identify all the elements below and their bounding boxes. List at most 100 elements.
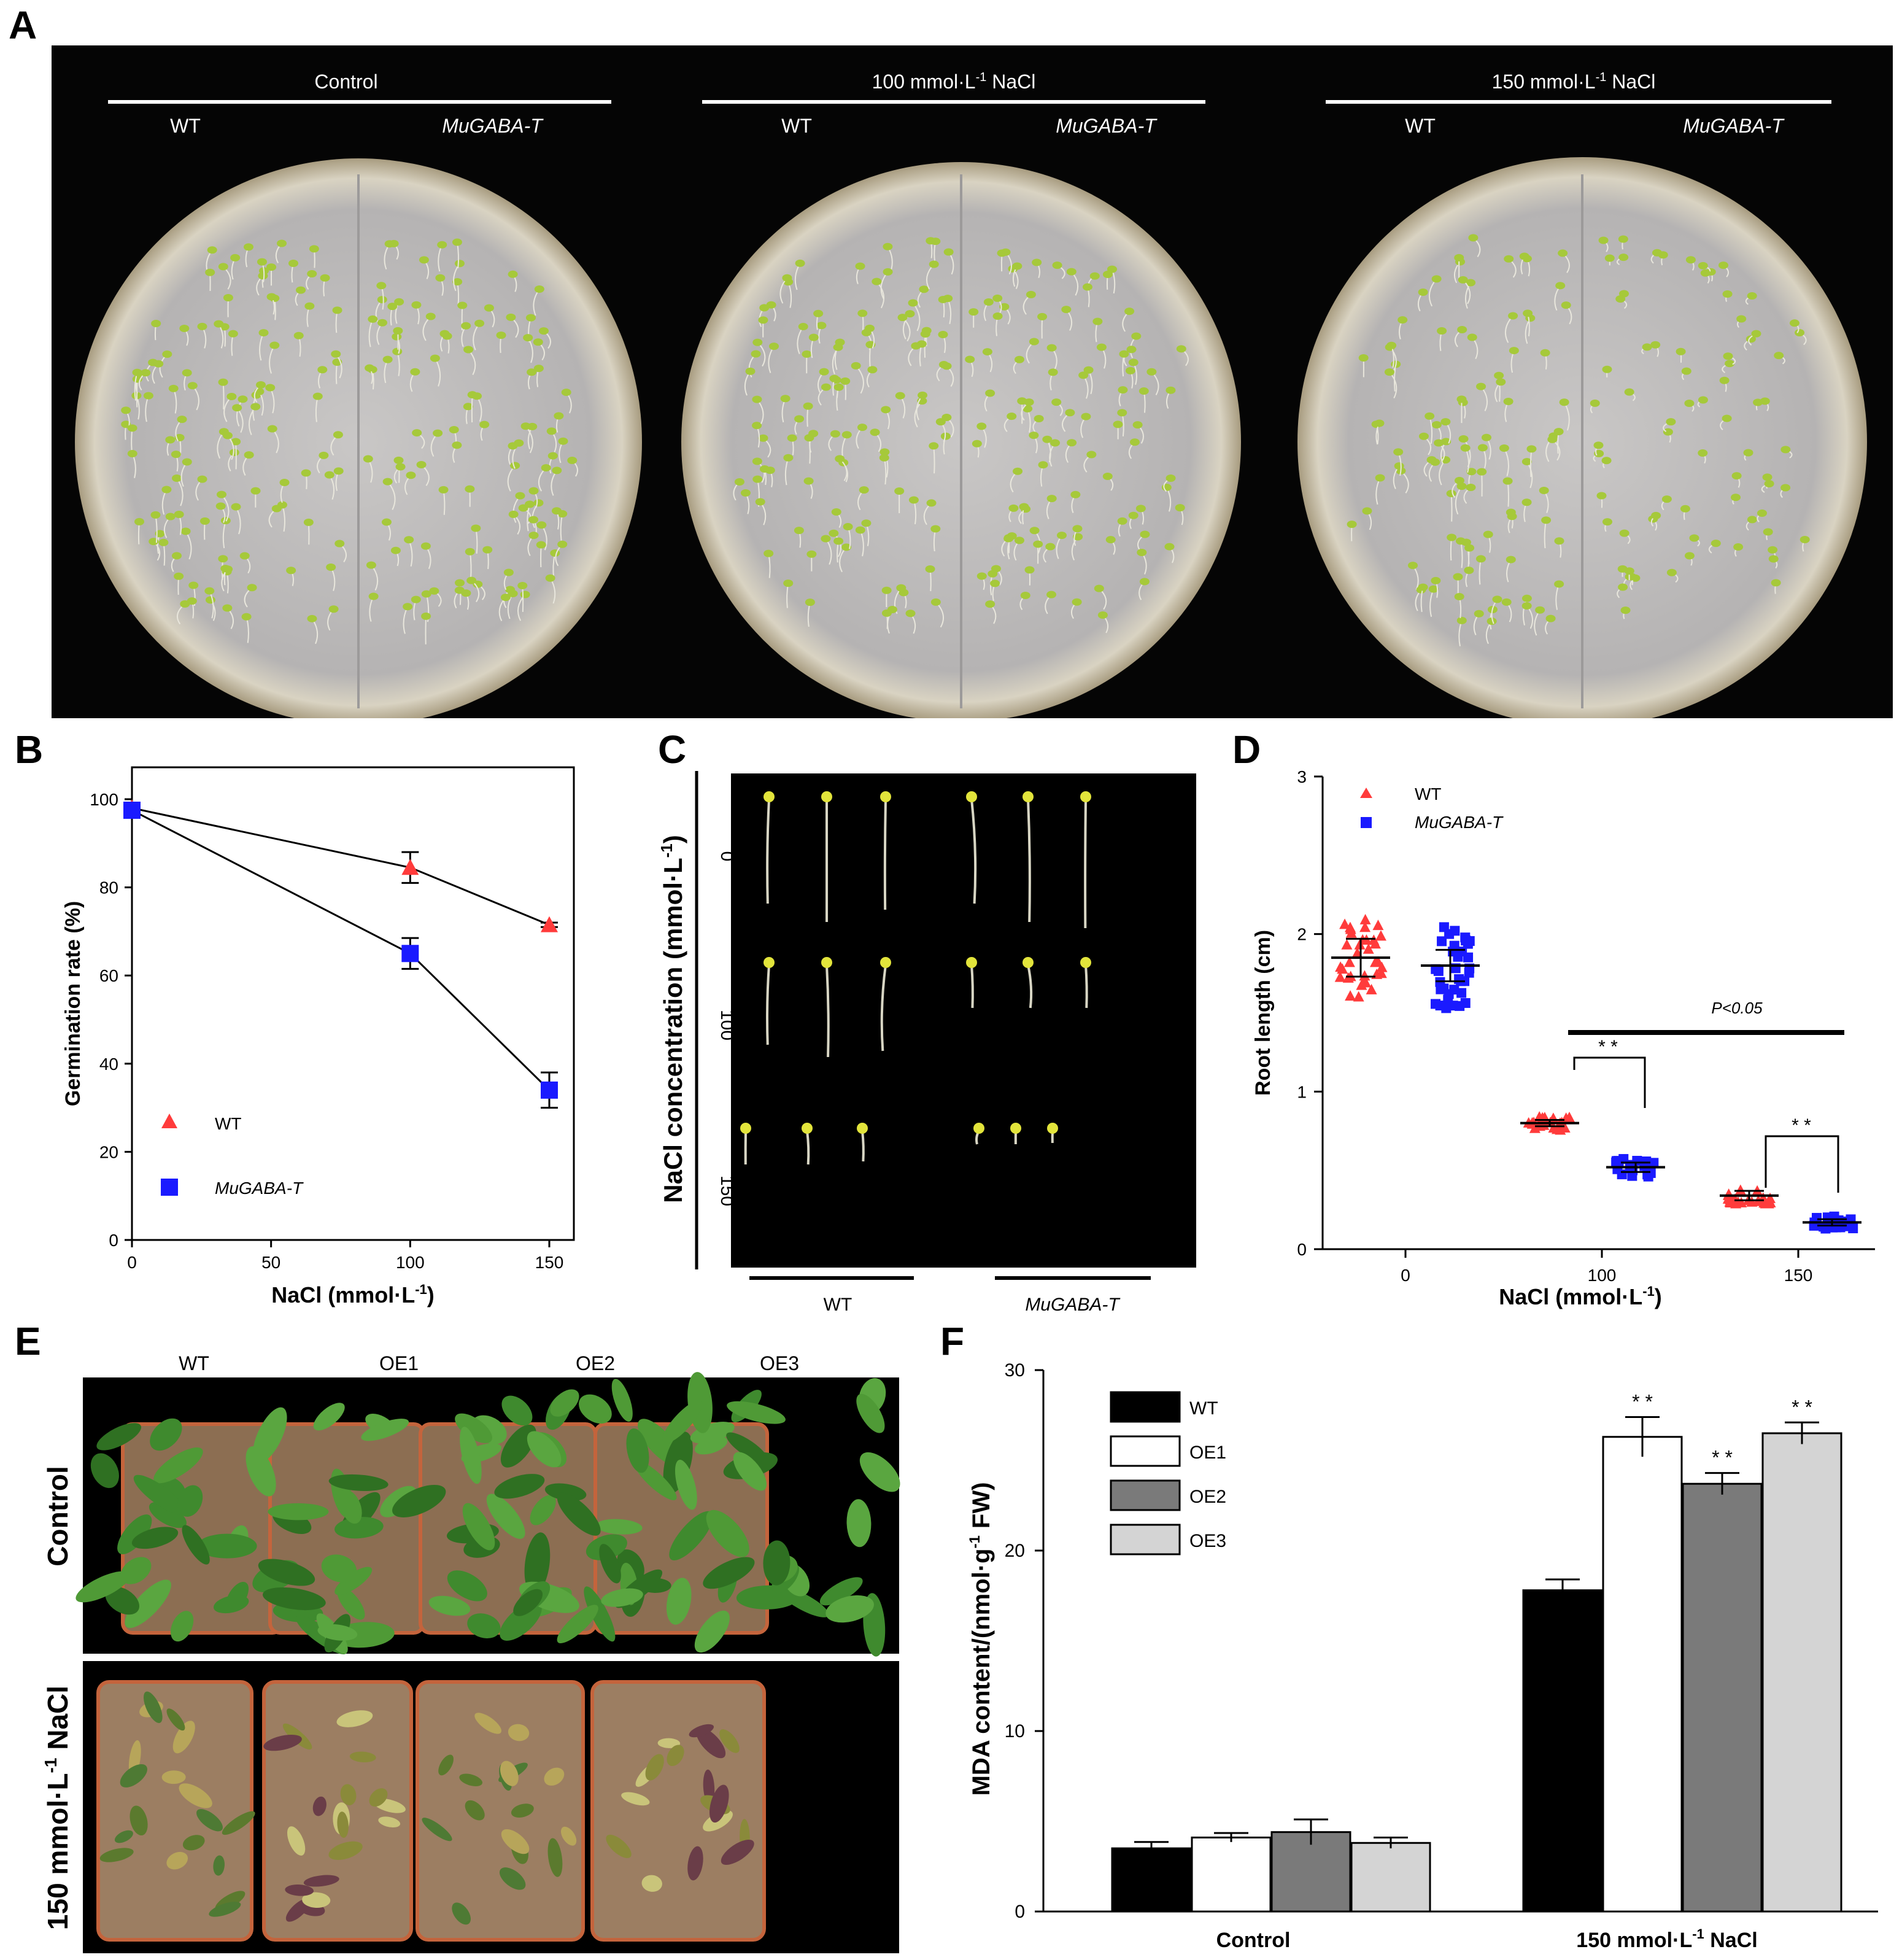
seedling-cotyledon [172, 475, 182, 482]
pot-nacl [416, 1680, 585, 1942]
seedling-cotyledon [1604, 254, 1615, 262]
f-legend-label-oe3: OE3 [1189, 1531, 1226, 1551]
d-sig-100: * * [1598, 1037, 1618, 1057]
seedling-cotyledon [394, 298, 404, 306]
panel-c-cotyledon [1080, 957, 1091, 968]
leaf-nacl [349, 1751, 376, 1762]
seedling-cotyledon [752, 395, 762, 403]
seedling-cotyledon [1743, 449, 1753, 457]
seedling-cotyledon [1046, 344, 1057, 352]
seedling-cotyledon [293, 331, 304, 339]
leaf-nacl [285, 1898, 311, 1922]
seedling-cotyledon [1026, 290, 1036, 298]
seedling-cotyledon [461, 322, 471, 330]
seedling-cotyledon [363, 455, 373, 463]
seedling-cotyledon [465, 548, 475, 556]
seedling-cotyledon [269, 341, 280, 349]
panel-d-ylabel: Root length (cm) [1251, 930, 1275, 1096]
leaf-nacl [222, 1811, 255, 1835]
seedling-cotyledon [1460, 444, 1471, 452]
seedling-cotyledon [1000, 248, 1011, 256]
seedling-cotyledon [433, 429, 443, 437]
seedling-cotyledon [1475, 555, 1486, 563]
seedling-cotyledon [1446, 489, 1456, 497]
d-point-mugaba [1444, 929, 1455, 939]
leaf-nacl [465, 1800, 485, 1821]
leaf-control [825, 1595, 874, 1623]
seedling-cotyledon [1747, 292, 1757, 300]
f-legend-swatch-oe2 [1110, 1479, 1181, 1511]
seedling-cotyledon [881, 586, 892, 594]
seedling-cotyledon [1521, 602, 1532, 610]
seedling-cotyledon [510, 462, 520, 470]
d-point-wt [1369, 956, 1381, 967]
seedling-cotyledon [187, 597, 197, 605]
seedling-cotyledon [534, 285, 544, 293]
seedling-cotyledon [821, 383, 831, 391]
seedling-cotyledon [392, 333, 402, 341]
seedling-cotyledon [1051, 398, 1062, 406]
seedling-cotyledon [1176, 345, 1186, 353]
seedling-cotyledon [215, 502, 226, 510]
seedling-cotyledon [1652, 249, 1663, 257]
seedling-cotyledon [1615, 295, 1626, 303]
seedling-cotyledon [1375, 474, 1385, 482]
seedling-cotyledon [333, 467, 344, 475]
seedling-cotyledon [972, 440, 982, 447]
seedling-cotyledon [1394, 462, 1404, 470]
legend-mugaba-label: MuGABA-T [215, 1179, 304, 1198]
seedling-cotyledon [805, 598, 815, 606]
seedling-cotyledon [304, 302, 315, 310]
seedling-cotyledon [1559, 398, 1569, 406]
seedling-cotyledon [452, 441, 462, 449]
seedling-cotyledon [182, 369, 192, 377]
seedling-cotyledon [307, 614, 317, 622]
seedling-cotyledon [1523, 309, 1533, 317]
leaf-nacl [459, 1773, 483, 1786]
seedling-cotyledon [1037, 312, 1048, 320]
seedling-cotyledon [1467, 333, 1477, 341]
seedling-cotyledon [312, 392, 323, 400]
seedling-cotyledon [1398, 316, 1408, 324]
leaf-control [579, 1394, 612, 1424]
leaf-control [694, 1436, 728, 1455]
seedling-cotyledon [368, 315, 378, 323]
panel-d-annotations: P<0.05 * * * * [1568, 999, 1844, 1193]
seedling-cotyledon [1418, 432, 1429, 440]
seedling-cotyledon [1428, 585, 1439, 593]
seedling-cotyledon [1384, 368, 1394, 376]
seedling-cotyledon [1601, 457, 1612, 465]
d-point-mugaba [1460, 998, 1471, 1009]
pot-nacl [590, 1680, 766, 1942]
seedling-cotyledon [1598, 236, 1609, 244]
seedling-cotyledon [1464, 567, 1474, 575]
seedling-cotyledon [929, 260, 939, 268]
seedling-cotyledon [382, 478, 393, 486]
seedling-cotyledon [1722, 290, 1733, 298]
seedling-cotyledon [523, 334, 533, 342]
seedling-cotyledon [1501, 598, 1512, 606]
seedling-cotyledon [558, 437, 568, 445]
seedling-cotyledon [1070, 490, 1081, 498]
seedling-cotyledon [228, 330, 238, 338]
seedling-cotyledon [1700, 269, 1711, 277]
seedling-cotyledon [525, 500, 535, 508]
seedling-cotyledon [804, 434, 814, 442]
leaf-nacl [499, 1867, 526, 1890]
leaf-control [675, 1460, 697, 1510]
seedling-cotyledon [266, 263, 277, 271]
d-ytick-label: 0 [1297, 1240, 1307, 1259]
seedling-cotyledon [1454, 592, 1464, 600]
d-point-wt [1359, 970, 1370, 981]
leaf-nacl [369, 1788, 388, 1807]
seedling-cotyledon [420, 542, 431, 550]
seedling-cotyledon [1464, 544, 1475, 552]
f-sig-label: * * [1792, 1396, 1812, 1418]
seedling-cotyledon [419, 256, 429, 264]
seedling-cotyledon [1086, 451, 1097, 459]
seedling-cotyledon [1125, 366, 1135, 374]
seedling-cotyledon [1020, 591, 1030, 599]
seedling-cotyledon [1762, 473, 1772, 481]
seedling-cotyledon [783, 454, 794, 462]
seedling-cotyledon [500, 594, 511, 602]
